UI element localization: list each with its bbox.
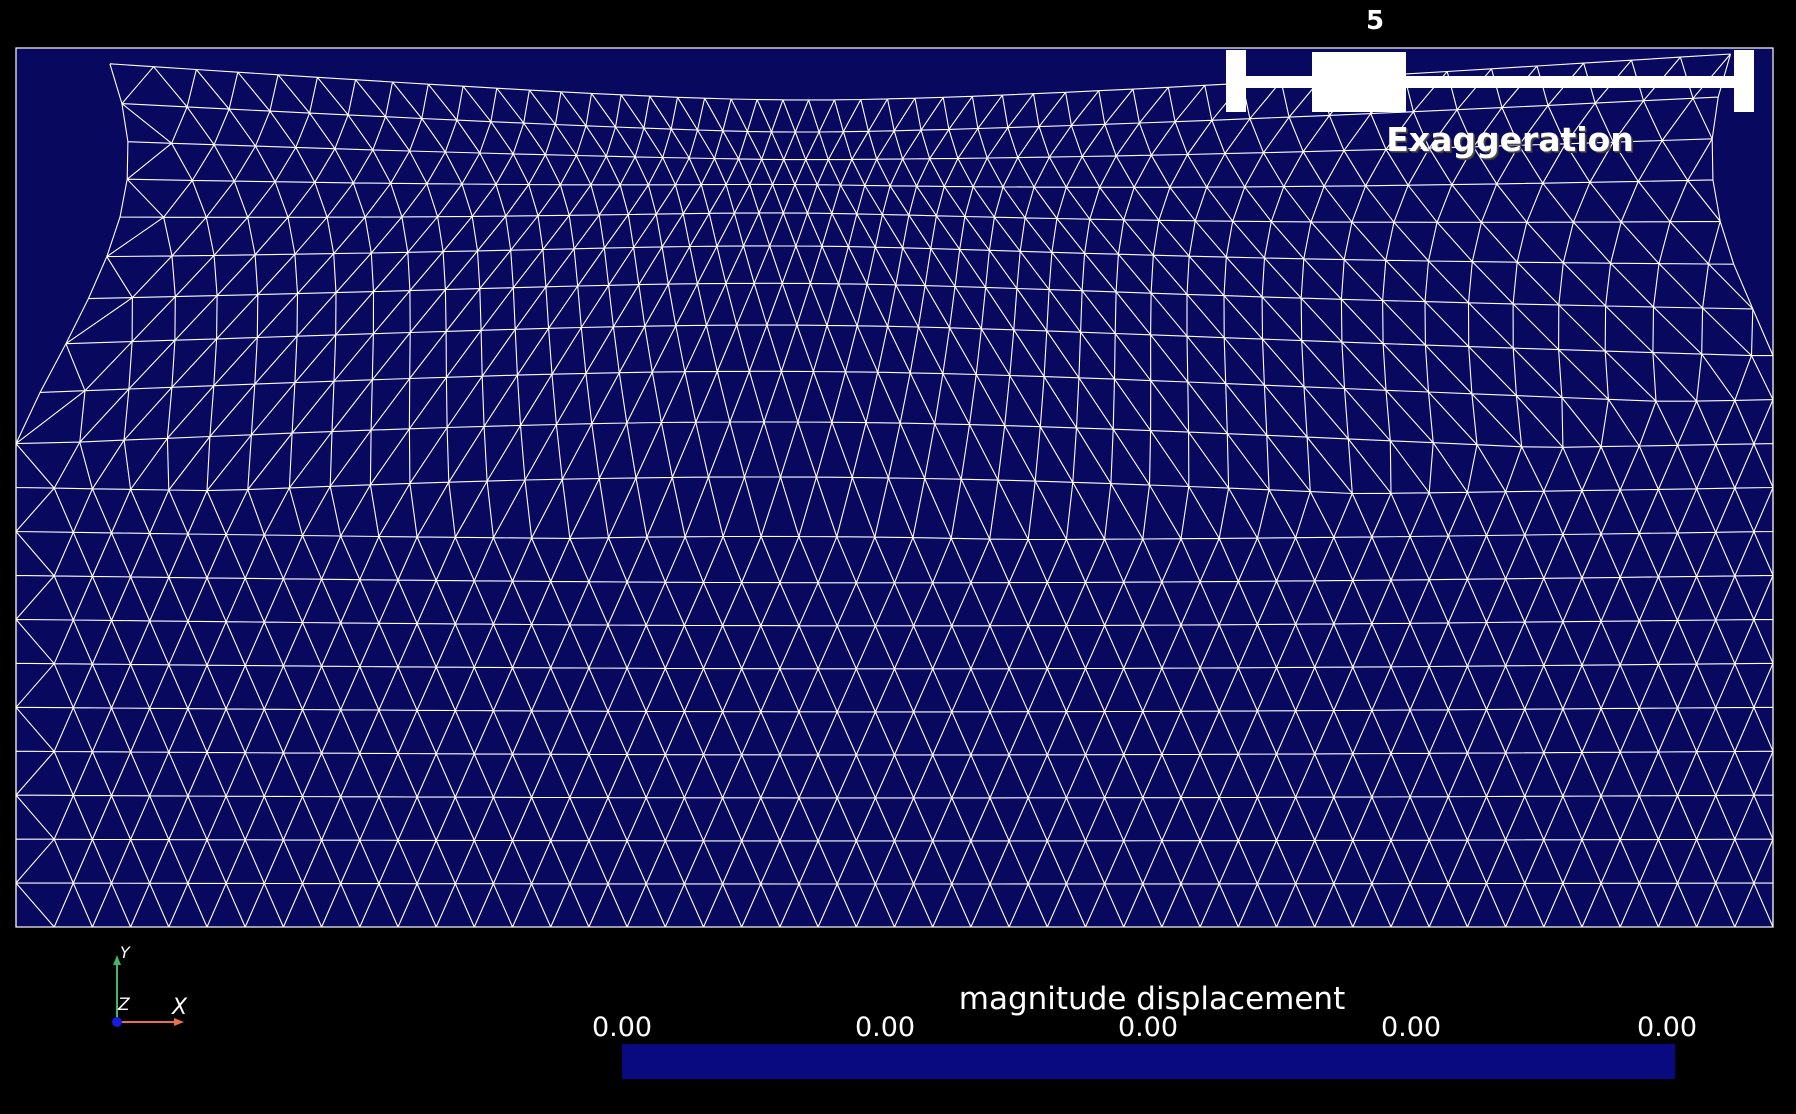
scalar-tick-label: 0.00 [1636, 1012, 1698, 1043]
x-axis-arrow [174, 1018, 184, 1026]
scalar-tick-label: 0.00 [591, 1012, 653, 1043]
slider-title: Exaggeration [1386, 120, 1634, 159]
axes-icon [112, 955, 184, 1027]
scalar-bar[interactable]: magnitude displacement 0.00 0.00 0.00 0.… [570, 975, 1710, 1085]
mesh-edges [15, 53, 1774, 928]
z-axis-dot [112, 1017, 122, 1027]
scalar-tick-label: 0.00 [1117, 1012, 1179, 1043]
slider-knob[interactable] [1312, 52, 1406, 112]
z-axis-label: Z [118, 995, 130, 1015]
scalar-bar-title: magnitude displacement [958, 981, 1346, 1017]
scalar-color-bar [622, 1044, 1675, 1079]
slider-cap-right [1734, 50, 1754, 112]
scalar-tick-label: 0.00 [854, 1012, 916, 1043]
slider-cap-left [1226, 50, 1246, 112]
scalar-tick-label: 0.00 [1380, 1012, 1442, 1043]
y-axis-label: Y [120, 943, 130, 962]
exaggeration-slider[interactable]: 5 Exaggeration [1220, 4, 1760, 164]
orientation-axes: Y Z X [100, 943, 200, 1030]
x-axis-label: X [172, 995, 188, 1020]
mesh-domain [15, 47, 1774, 928]
y-axis-arrow [113, 955, 121, 965]
slider-value-label: 5 [1365, 6, 1385, 36]
